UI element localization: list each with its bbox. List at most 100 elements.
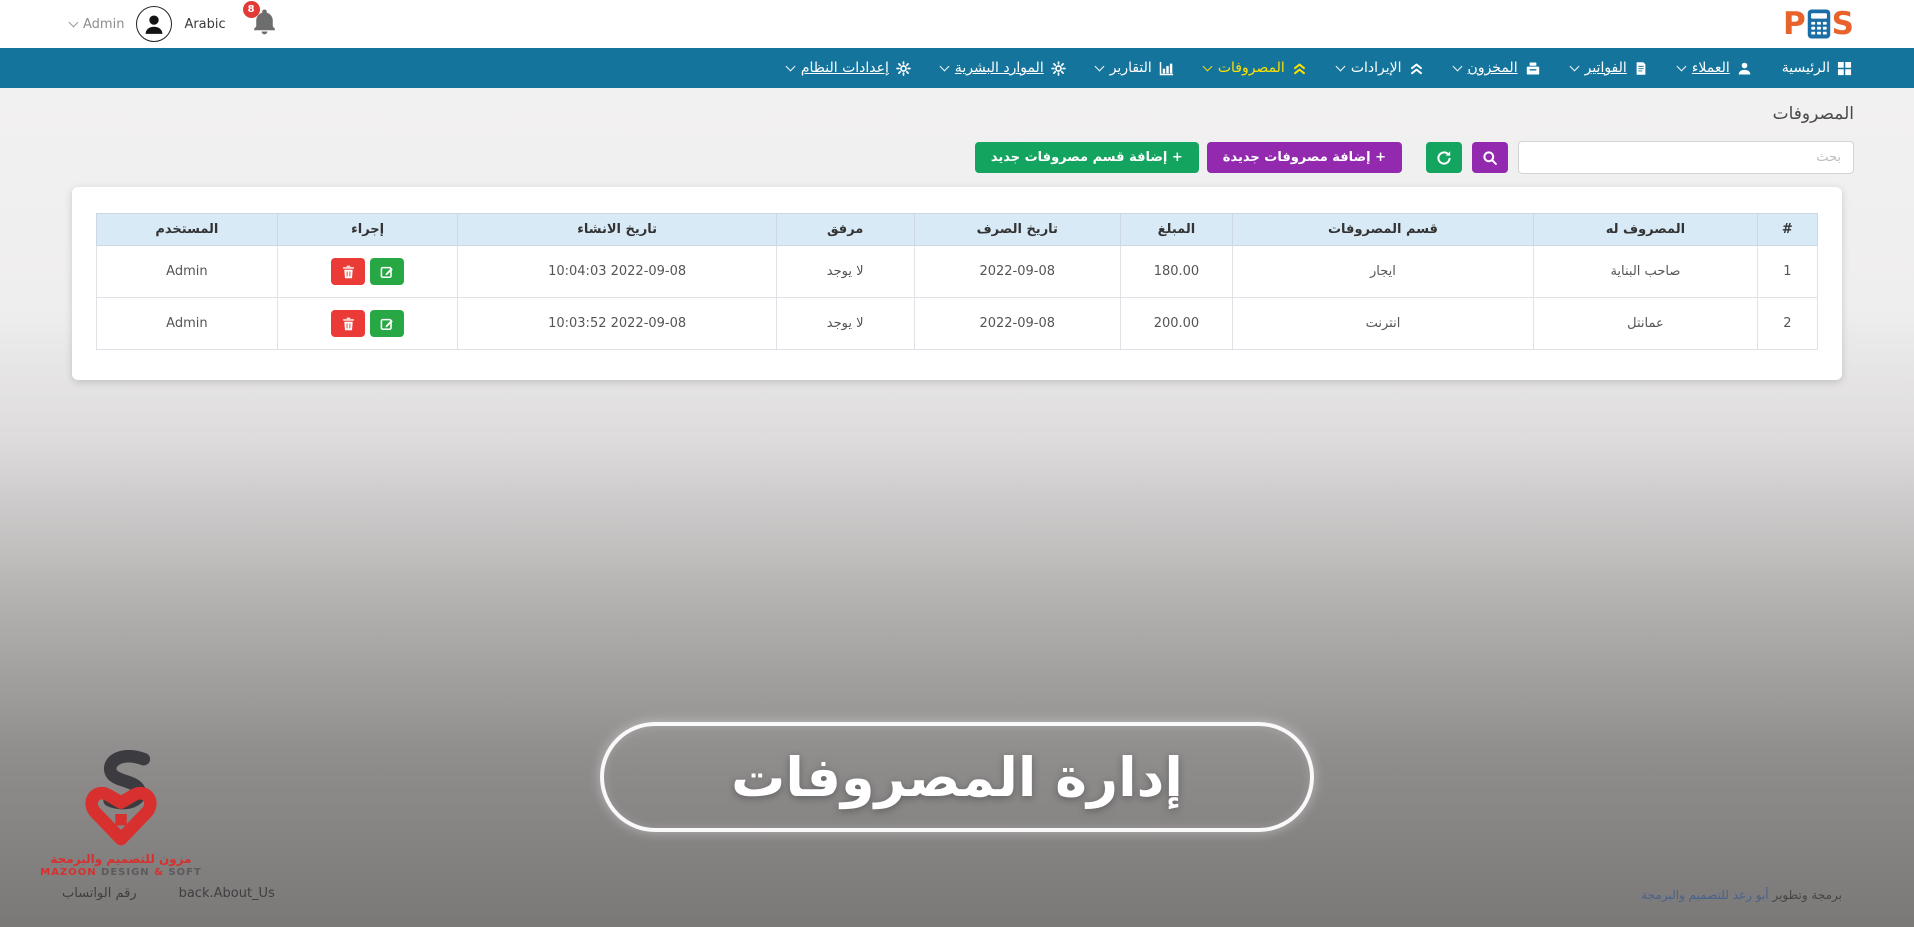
nav-item-label: إعدادات النظام [800, 60, 889, 76]
nav-item-label: الإيرادات [1350, 60, 1402, 76]
top-header: Admin Arabic 8 P [0, 0, 1914, 48]
users-icon [1738, 62, 1751, 74]
table-row: 2 عمانتل انترنت 200.00 2022-09-08 لا يوج… [96, 297, 1819, 350]
toolbar: + إضافة مصروفات جديدة + إضافة قسم مصروفا… [60, 141, 1854, 174]
trash-icon [342, 317, 354, 330]
col-header-amount: المبلغ [1120, 213, 1233, 246]
cell-amount: 180.00 [1120, 245, 1233, 298]
admin-label: Admin [83, 16, 125, 32]
chevron-down-icon [1569, 61, 1580, 71]
nav-item-home[interactable]: الرئيسية [1782, 60, 1852, 76]
gear-icon [896, 60, 911, 76]
angles-up-icon [1410, 63, 1422, 74]
cell-user: Admin [96, 245, 278, 298]
main-content: المصروفات + إضافة مصروفات جديدة + إضافة … [0, 88, 1914, 927]
nav-item-reports[interactable]: التقارير [1094, 60, 1174, 76]
col-header-action: إجراء [276, 213, 459, 246]
mazoon-logo-icon [85, 750, 157, 846]
table-header-row: # المصروف له قسم المصروفات المبلغ تاريخ … [96, 213, 1819, 246]
watermark-banner: إدارة المصروفات [600, 722, 1314, 832]
logo-word-soft: SOFT [168, 867, 202, 878]
nav-item-customers[interactable]: العملاء [1676, 60, 1752, 76]
footer-links: رقم الواتساب back.About_Us [62, 886, 275, 901]
edit-icon [380, 266, 393, 278]
nav-item-expenses[interactable]: المصروفات [1202, 60, 1307, 76]
expenses-table: # المصروف له قسم المصروفات المبلغ تاريخ … [96, 213, 1819, 350]
notification-badge: 8 [242, 1, 260, 18]
col-header-category: قسم المصروفات [1231, 213, 1535, 246]
nav-item-invoices[interactable]: الفواتير [1569, 60, 1648, 76]
nav-item-label: المصروفات [1217, 60, 1285, 76]
logo-letter-p: P [1782, 5, 1806, 42]
refresh-button[interactable] [1426, 142, 1462, 173]
calculator-icon [1807, 9, 1830, 39]
credit-prefix: برمجة وتطوير [1772, 888, 1842, 902]
cell-category: ايجار [1231, 245, 1535, 298]
nav-item-label: المخزون [1467, 60, 1518, 76]
avatar[interactable] [136, 6, 173, 42]
add-expense-button[interactable]: + إضافة مصروفات جديدة [1206, 142, 1402, 173]
user-area: Admin Arabic 8 [68, 1, 277, 42]
expenses-table-card: # المصروف له قسم المصروفات المبلغ تاريخ … [72, 187, 1842, 380]
whatsapp-link[interactable]: رقم الواتساب [62, 886, 137, 901]
nav-item-label: الرئيسية [1781, 60, 1830, 76]
delete-button[interactable] [331, 310, 366, 337]
col-header-number: # [1756, 213, 1819, 246]
nav-item-label: العملاء [1691, 60, 1730, 76]
notifications-button[interactable]: 8 [242, 1, 277, 39]
col-header-user: المستخدم [96, 213, 278, 246]
gear-icon [1050, 60, 1066, 76]
cell-number: 1 [1756, 245, 1819, 298]
logo-word-amp: & [154, 867, 164, 878]
admin-dropdown[interactable]: Admin [68, 16, 125, 32]
cell-amount: 200.00 [1120, 297, 1233, 350]
nav-item-revenues[interactable]: الإيرادات [1335, 60, 1424, 76]
nav-item-label: الفواتير [1584, 60, 1627, 76]
col-header-created-at: تاريخ الانشاء [457, 213, 777, 246]
refresh-icon [1437, 150, 1451, 165]
inventory-icon [1526, 62, 1539, 74]
cell-actions [276, 297, 459, 350]
credit-link[interactable]: أبو رعد للتصميم والبرمجة [1641, 888, 1769, 902]
bell-icon [253, 9, 275, 35]
delete-button[interactable] [331, 258, 366, 285]
cell-category: انترنت [1231, 297, 1535, 350]
search-icon [1483, 150, 1497, 165]
cell-actions [276, 245, 459, 298]
nav-item-hr[interactable]: الموارد البشرية [939, 60, 1066, 76]
cell-expense-for: صاحب البناية [1533, 245, 1758, 298]
edit-button[interactable] [370, 258, 405, 285]
search-button[interactable] [1472, 142, 1508, 173]
cell-attachment: لا يوجد [775, 245, 915, 298]
nav-item-label: الموارد البشرية [954, 60, 1044, 76]
mazoon-logo: مزون للتصميم والبرمجة MAZOON DESIGN & SO… [36, 750, 206, 878]
table-row: 1 صاحب البناية ايجار 180.00 2022-09-08 ل… [96, 245, 1819, 298]
cell-expense-date: 2022-09-08 [913, 245, 1122, 298]
add-expense-category-button[interactable]: + إضافة قسم مصروفات جديد [974, 142, 1199, 173]
chevron-down-icon [1202, 61, 1213, 71]
cell-expense-for: عمانتل [1533, 297, 1758, 350]
edit-icon [380, 318, 393, 330]
logo-letter-s: S [1831, 5, 1854, 42]
pos-logo[interactable]: P S [1782, 5, 1854, 42]
main-navigation: الرئيسية العملاء الفواتير المخزون الإيرا… [0, 48, 1914, 88]
edit-button[interactable] [370, 310, 405, 337]
nav-item-settings[interactable]: إعدادات النظام [785, 60, 911, 76]
col-header-expense-for: المصروف له [1533, 213, 1758, 246]
logo-word-mazoon: MAZOON [40, 867, 97, 878]
grid-icon [1837, 61, 1852, 75]
about-us-link[interactable]: back.About_Us [178, 886, 275, 901]
cell-number: 2 [1756, 297, 1819, 350]
language-selector[interactable]: Arabic [184, 16, 226, 32]
mazoon-logo-arabic-text: مزون للتصميم والبرمجة [50, 852, 192, 866]
search-input[interactable] [1518, 141, 1854, 174]
page-title: المصروفات [1772, 104, 1854, 124]
trash-icon [342, 265, 354, 278]
chevron-down-icon [1094, 61, 1105, 71]
col-header-attachment: مرفق [775, 213, 915, 246]
chevron-down-icon [785, 61, 796, 71]
logo-word-design: DESIGN [101, 867, 150, 878]
angles-up-icon [1293, 63, 1305, 74]
nav-item-inventory[interactable]: المخزون [1452, 60, 1541, 76]
